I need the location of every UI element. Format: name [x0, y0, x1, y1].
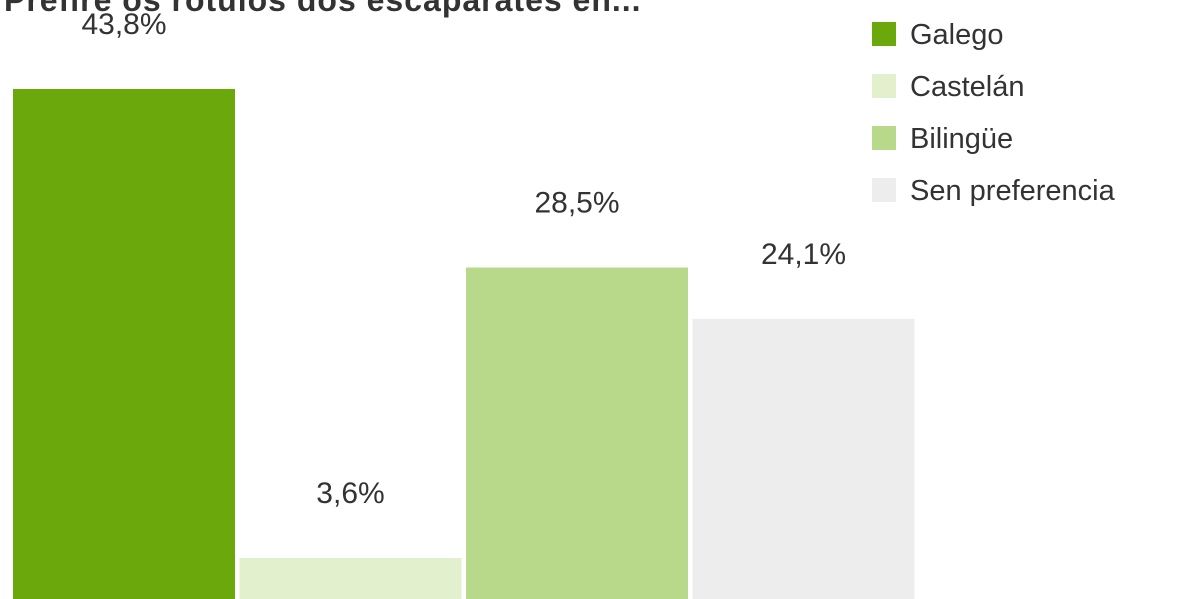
legend: Galego Castelán Bilingüe Sen preferencia	[872, 19, 1116, 207]
bar-castelan	[239, 558, 462, 599]
legend-swatch-galego	[872, 22, 896, 46]
value-label-galego: 43,8%	[81, 8, 166, 41]
bar-sen-preferencia	[692, 318, 915, 599]
legend-swatch-castelan	[872, 74, 896, 98]
legend-label-sen-preferencia: Sen preferencia	[910, 175, 1116, 207]
legend-swatch-sen-preferencia	[872, 178, 896, 202]
value-label-sen-preferencia: 24,1%	[761, 238, 846, 271]
bar-galego	[13, 89, 235, 599]
legend-swatch-bilingue	[872, 126, 896, 150]
legend-label-bilingue: Bilingüe	[910, 123, 1013, 155]
bars-group	[13, 89, 915, 599]
bar-bilingue	[466, 267, 688, 599]
chart-title: Prefire os rótulos dos escaparates en...	[4, 0, 642, 18]
legend-label-galego: Galego	[910, 19, 1004, 51]
value-label-castelan: 3,6%	[316, 477, 384, 510]
value-label-bilingue: 28,5%	[534, 187, 619, 220]
legend-label-castelan: Castelán	[910, 71, 1024, 103]
value-labels-group: 43,8% 3,6% 28,5% 24,1%	[81, 8, 846, 510]
